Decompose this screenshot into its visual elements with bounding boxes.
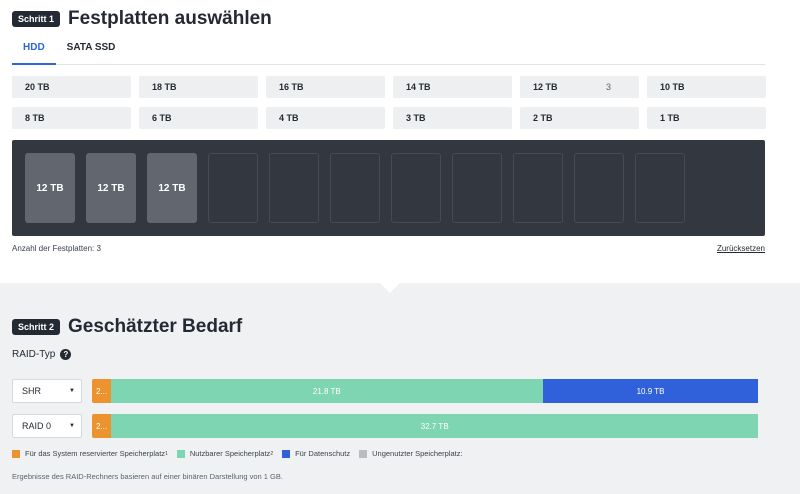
- legend-unused: Ungenutzter Speicherplatz:: [359, 449, 463, 458]
- raid-type-value: SHR: [22, 386, 42, 396]
- drive-slot-3[interactable]: 12 TB: [147, 153, 197, 223]
- system-reserved-segment: 2...: [92, 414, 111, 438]
- capacity-bar: 2... 21.8 TB 10.9 TB: [92, 379, 765, 403]
- raid-type-select[interactable]: SHR ▼: [12, 379, 82, 403]
- drive-bay-panel: 12 TB 12 TB 12 TB: [12, 140, 765, 236]
- legend-label: Nutzbarer Speicherplatz: [189, 449, 271, 458]
- drive-slot-empty: [208, 153, 258, 223]
- legend-label: Ungenutzter Speicherplatz:: [372, 449, 463, 458]
- legend-footnote-mark: 1: [165, 450, 168, 457]
- chevron-down-icon: ▼: [69, 388, 75, 394]
- size-label: 6 TB: [152, 113, 172, 123]
- protection-segment: 10.9 TB: [542, 379, 759, 403]
- capacity-bar: 2... 32.7 TB: [92, 414, 765, 438]
- step2-badge: Schritt 2: [12, 319, 61, 335]
- legend-label: Für Datenschutz: [295, 449, 351, 458]
- tab-sata-ssd[interactable]: SATA SSD: [66, 42, 116, 53]
- size-button-4tb[interactable]: 4 TB: [266, 107, 385, 129]
- system-reserved-segment: 2...: [92, 379, 111, 403]
- help-icon[interactable]: ?: [60, 349, 72, 360]
- size-button-3tb[interactable]: 3 TB: [393, 107, 512, 129]
- raid-type-value: RAID 0: [22, 421, 52, 431]
- section-arrow: [380, 283, 400, 293]
- step2-title: Geschätzter Bedarf: [68, 316, 243, 337]
- size-button-10tb[interactable]: 10 TB: [647, 76, 766, 98]
- capacity-legend: Für das System reservierter Speicherplat…: [12, 449, 472, 458]
- size-label: 3 TB: [406, 113, 426, 123]
- legend-swatch: [12, 449, 20, 458]
- size-button-1tb[interactable]: 1 TB: [647, 107, 766, 129]
- drive-slot-1[interactable]: 12 TB: [25, 153, 75, 223]
- footnote: Ergebnisse des RAID-Rechners basieren au…: [12, 472, 283, 481]
- drive-slot-empty: [513, 153, 563, 223]
- legend-swatch: [176, 449, 185, 458]
- raid-row-raid0: RAID 0 ▼ 2... 32.7 TB: [12, 414, 765, 438]
- legend-label: Für das System reservierter Speicherplat…: [25, 449, 166, 458]
- size-button-14tb[interactable]: 14 TB: [393, 76, 512, 98]
- size-label: 1 TB: [660, 113, 680, 123]
- disk-size-grid: 20 TB 18 TB 16 TB 14 TB 12 TB 3 10 TB 8 T…: [12, 76, 766, 129]
- size-button-6tb[interactable]: 6 TB: [139, 107, 258, 129]
- step1-section: Schritt 1 Festplatten auswählen HDD SATA…: [12, 8, 766, 253]
- step2-header: Schritt 2 Geschätzter Bedarf: [12, 316, 242, 338]
- raid-type-text: RAID-Typ: [12, 349, 56, 360]
- size-label: 8 TB: [25, 113, 45, 123]
- size-label: 16 TB: [279, 82, 304, 92]
- drive-slot-2[interactable]: 12 TB: [86, 153, 136, 223]
- size-label: 2 TB: [533, 113, 553, 123]
- legend-swatch: [282, 449, 291, 458]
- legend-footnote-mark: 2: [270, 450, 274, 457]
- legend-usable: Nutzbarer Speicherplatz 2: [176, 449, 274, 458]
- size-button-8tb[interactable]: 8 TB: [12, 107, 131, 129]
- raid-row-shr: SHR ▼ 2... 21.8 TB 10.9 TB: [12, 379, 765, 403]
- drive-slot-empty: [330, 153, 380, 223]
- size-button-20tb[interactable]: 20 TB: [12, 76, 131, 98]
- size-count: 3: [605, 82, 611, 92]
- size-label: 12 TB: [533, 82, 558, 92]
- size-label: 20 TB: [25, 82, 50, 92]
- size-button-16tb[interactable]: 16 TB: [266, 76, 385, 98]
- legend-swatch: [359, 449, 368, 458]
- raid-type-label: RAID-Typ ?: [12, 349, 72, 360]
- drive-slot-empty: [391, 153, 441, 223]
- raid-type-select[interactable]: RAID 0 ▼: [12, 414, 82, 438]
- chevron-down-icon: ▼: [69, 423, 75, 429]
- size-button-2tb[interactable]: 2 TB: [520, 107, 639, 129]
- step1-title: Festplatten auswählen: [68, 8, 272, 29]
- size-label: 14 TB: [406, 82, 431, 92]
- drive-slot-empty: [574, 153, 624, 223]
- legend-system: Für das System reservierter Speicherplat…: [12, 449, 168, 458]
- size-button-12tb[interactable]: 12 TB 3: [520, 76, 639, 98]
- reset-link[interactable]: Zurücksetzen: [716, 244, 765, 253]
- legend-protection: Für Datenschutz: [282, 449, 350, 458]
- drive-slot-empty: [635, 153, 685, 223]
- size-label: 18 TB: [152, 82, 177, 92]
- step1-header: Schritt 1 Festplatten auswählen: [12, 8, 272, 30]
- drive-slot-empty: [269, 153, 319, 223]
- size-label: 10 TB: [660, 82, 685, 92]
- disk-type-tabs: HDD SATA SSD: [12, 38, 765, 65]
- size-button-18tb[interactable]: 18 TB: [139, 76, 258, 98]
- step1-badge: Schritt 1: [12, 11, 61, 27]
- tab-hdd[interactable]: HDD: [12, 38, 56, 65]
- usable-segment: 32.7 TB: [111, 414, 759, 438]
- drive-slot-empty: [452, 153, 502, 223]
- size-label: 4 TB: [279, 113, 299, 123]
- usable-segment: 21.8 TB: [111, 379, 543, 403]
- disk-count-text: Anzahl der Festplatten: 3: [12, 244, 101, 253]
